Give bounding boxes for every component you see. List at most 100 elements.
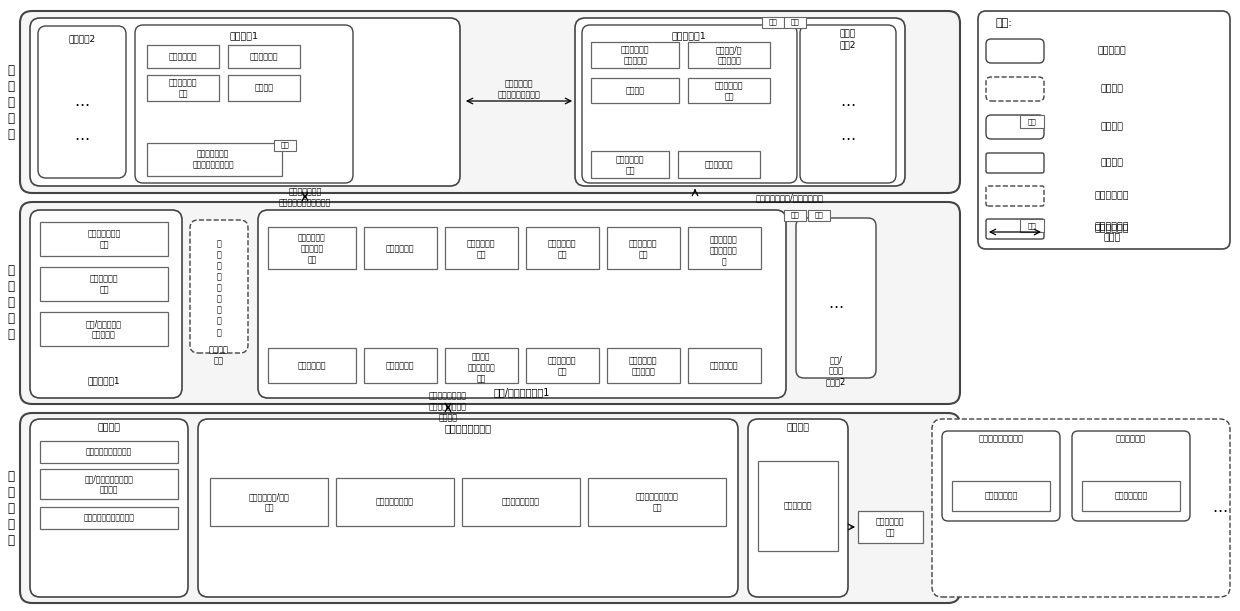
Text: 审计模块: 审计模块 [786, 423, 810, 433]
FancyBboxPatch shape [38, 26, 126, 178]
Bar [588, 478, 725, 526]
Text: 可选单元功能: 可选单元功能 [1095, 191, 1130, 200]
Text: 可信: 可信 [791, 211, 800, 218]
Bar [268, 348, 356, 383]
Text: 身份代理单元: 身份代理单元 [169, 53, 197, 62]
Text: 选择信任的身份/属性提供模块: 选择信任的身份/属性提供模块 [756, 194, 823, 202]
Text: 组织管理机构: 组织管理机构 [1116, 434, 1146, 444]
Text: 凭据申请和存储
（信任状存储）单元: 凭据申请和存储 （信任状存储）单元 [192, 149, 234, 169]
Text: 身份属性服务
和桥接服务
单元: 身份属性服务 和桥接服务 单元 [298, 233, 326, 265]
Text: 主体查询和审
查监控单元: 主体查询和审 查监控单元 [629, 356, 657, 376]
FancyBboxPatch shape [30, 419, 188, 597]
Text: 可信模块: 可信模块 [1101, 122, 1123, 131]
Text: 可信: 可信 [1028, 222, 1037, 229]
Bar [526, 227, 599, 269]
Text: 身份令牌/断
言解析单元: 身份令牌/断 言解析单元 [715, 45, 743, 65]
Text: 支
撑
子
系
统: 支 撑 子 系 统 [7, 469, 15, 546]
Bar [463, 478, 580, 526]
Text: …: … [1213, 500, 1228, 516]
FancyBboxPatch shape [986, 77, 1044, 101]
FancyBboxPatch shape [986, 39, 1044, 63]
Bar [591, 78, 680, 103]
Text: 联邦代理单元: 联邦代理单元 [704, 161, 733, 169]
Bar [40, 441, 179, 463]
FancyBboxPatch shape [190, 220, 248, 353]
Text: 单元功能: 单元功能 [1101, 158, 1123, 167]
Bar [688, 42, 770, 68]
Text: 可信: 可信 [769, 19, 777, 25]
Text: 国家人口信息库: 国家人口信息库 [985, 491, 1018, 500]
Text: …: … [74, 93, 89, 109]
Bar [268, 227, 356, 269]
Bar [365, 227, 436, 269]
FancyBboxPatch shape [30, 210, 182, 398]
Text: 解析和路由管理
单元: 解析和路由管理 单元 [87, 229, 120, 249]
Text: 可选部分: 可选部分 [1101, 84, 1123, 93]
Text: …: … [841, 93, 856, 109]
Bar [40, 469, 179, 499]
Text: 应
用
子
系
统: 应 用 子 系 统 [7, 64, 15, 141]
Text: 委托单元: 委托单元 [254, 84, 274, 92]
Text: 注册代理单元: 注册代理单元 [386, 362, 414, 370]
Text: 联邦网关单元: 联邦网关单元 [386, 244, 414, 254]
Bar [148, 143, 281, 176]
Text: 保证等级管理
单元: 保证等级管理 单元 [548, 356, 577, 376]
FancyBboxPatch shape [986, 153, 1044, 173]
Text: 信任标识核查
应用接入申请和认证: 信任标识核查 应用接入申请和认证 [497, 79, 541, 99]
Bar [763, 17, 784, 28]
Text: 发现请求分发
单元: 发现请求分发 单元 [89, 274, 118, 294]
FancyBboxPatch shape [1073, 431, 1190, 521]
Bar [148, 75, 219, 101]
Text: …: … [74, 128, 89, 144]
Text: 居民身份证管理机构: 居民身份证管理机构 [978, 434, 1023, 444]
Text: 主体身份信息
核查: 主体身份信息 核查 [875, 517, 904, 537]
Bar [688, 348, 761, 383]
Text: 可信: 可信 [1028, 118, 1037, 125]
Text: 可信标识审核服务
网络身份管理服务
审计服务: 可信标识审核服务 网络身份管理服务 审计服务 [429, 392, 467, 423]
FancyBboxPatch shape [986, 186, 1044, 206]
Text: 凭据申请和认证
网络身份注册和更新申请: 凭据申请和认证 网络身份注册和更新申请 [279, 187, 331, 207]
Text: 信用管理服务
单元: 信用管理服务 单元 [629, 239, 657, 259]
Text: 身份/属性提供模
块注册单元: 身份/属性提供模 块注册单元 [86, 319, 122, 339]
Bar [445, 348, 518, 383]
Text: 主体模块1: 主体模块1 [229, 32, 258, 40]
FancyBboxPatch shape [748, 419, 848, 597]
Bar [40, 312, 167, 346]
FancyBboxPatch shape [198, 419, 738, 597]
Bar [678, 151, 760, 178]
Bar [40, 507, 179, 529]
Bar [1083, 481, 1180, 511]
Bar [526, 348, 599, 383]
FancyBboxPatch shape [796, 218, 875, 378]
FancyBboxPatch shape [942, 431, 1060, 521]
Bar [784, 210, 806, 221]
Bar [365, 348, 436, 383]
Text: 第
三
方
信
任
服
务
单
元: 第 三 方 信 任 服 务 单 元 [217, 239, 222, 337]
Bar [228, 45, 300, 68]
Text: 主体标识与网
络身份绑定单
元: 主体标识与网 络身份绑定单 元 [711, 235, 738, 266]
Text: 系统或模块: 系统或模块 [1097, 46, 1126, 56]
FancyBboxPatch shape [800, 25, 897, 183]
Text: 权威网络身份数据库
单元: 权威网络身份数据库 单元 [636, 492, 678, 512]
Bar [591, 42, 680, 68]
Bar [40, 222, 167, 256]
Text: 依赖方
模块2: 依赖方 模块2 [839, 29, 856, 49]
Text: 依赖方模块审核服务单元: 依赖方模块审核服务单元 [83, 513, 134, 522]
Text: 凭据管理
（令牌服务）
单元: 凭据管理 （令牌服务） 单元 [467, 353, 495, 384]
Text: …: … [841, 128, 856, 144]
FancyBboxPatch shape [30, 18, 460, 186]
Text: 凭据选择单元: 凭据选择单元 [249, 53, 278, 62]
Text: 身份信息确认
单元: 身份信息确认 单元 [548, 239, 577, 259]
Bar [608, 227, 680, 269]
Bar [758, 461, 838, 551]
Text: 网络身份注册/注销
单元: 网络身份注册/注销 单元 [249, 492, 289, 512]
Text: 依赖方模块1: 依赖方模块1 [672, 32, 707, 40]
Text: 审核模块: 审核模块 [98, 423, 120, 433]
FancyBboxPatch shape [575, 18, 905, 186]
Bar [148, 45, 219, 68]
Text: 信任标识核查
单元: 信任标识核查 单元 [169, 78, 197, 98]
Text: 身份校验单元: 身份校验单元 [298, 362, 326, 370]
Bar [445, 227, 518, 269]
Text: 网络身份维护单元: 网络身份维护单元 [376, 497, 414, 507]
Text: 主体模块2: 主体模块2 [68, 34, 95, 43]
